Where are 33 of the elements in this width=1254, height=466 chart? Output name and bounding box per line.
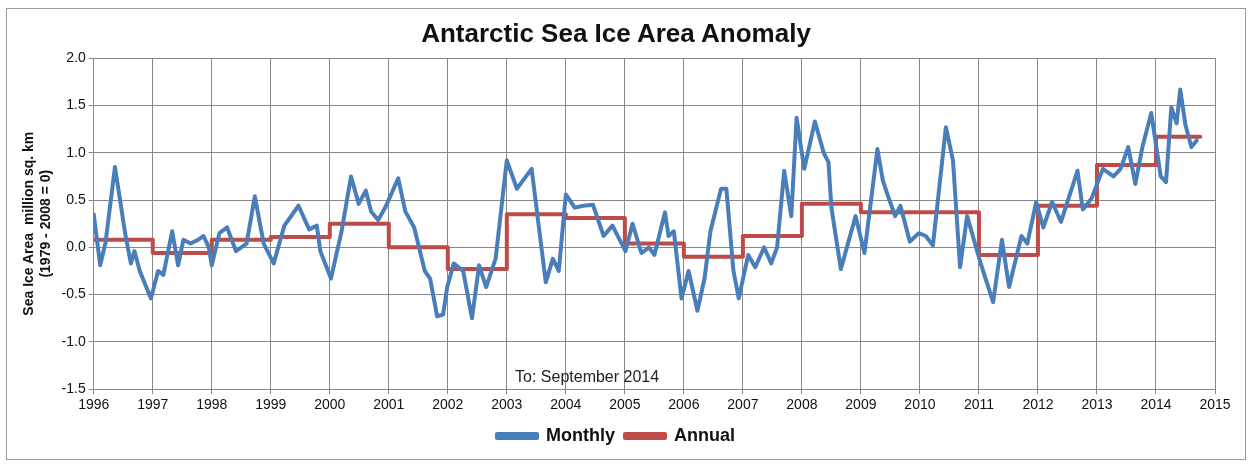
x-tick-label: 2008 (786, 396, 818, 413)
x-tick-label: 2014 (1140, 396, 1172, 413)
y-tick-label: 2.0 (66, 49, 86, 66)
x-tick-label: 1997 (137, 396, 169, 413)
x-tick-label: 1998 (196, 396, 228, 413)
y-tick-label: 1.5 (66, 96, 86, 113)
x-tick-label: 2007 (727, 396, 759, 413)
y-tick-label: -1.0 (61, 332, 86, 349)
x-tick-label: 2006 (668, 396, 700, 413)
x-tick-label: 2004 (550, 396, 582, 413)
x-tick-label: 2011 (963, 396, 995, 413)
x-tick-label: 2010 (904, 396, 936, 413)
y-axis-title: Sea Ice Area million sq. km (1979 - 2008 = 0) (20, 131, 54, 316)
x-tick-label: 2015 (1199, 396, 1231, 413)
x-tick-label: 2002 (432, 396, 464, 413)
y-tick-label: 0.0 (66, 238, 86, 255)
x-tick-label: 1999 (255, 396, 287, 413)
y-tick-label: -0.5 (61, 285, 86, 302)
x-tick-label: 2005 (609, 396, 641, 413)
x-tick-label: 1996 (78, 396, 110, 413)
x-tick-label: 2000 (314, 396, 346, 413)
y-tick-label: 0.5 (66, 190, 86, 207)
x-tick-label: 2012 (1022, 396, 1054, 413)
x-tick-label: 2009 (845, 396, 877, 413)
x-tick-label: 2001 (373, 396, 405, 413)
x-tick-label: 2013 (1081, 396, 1113, 413)
x-tick-label: 2003 (491, 396, 523, 413)
y-tick-label: 1.0 (66, 143, 86, 160)
chart-title: Antarctic Sea Ice Area Anomaly (421, 17, 812, 48)
y-tick-label: -1.5 (61, 380, 86, 397)
annotation: To: September 2014 (515, 367, 660, 385)
legend-label: Monthly (546, 424, 616, 445)
legend-label: Annual (673, 424, 735, 445)
